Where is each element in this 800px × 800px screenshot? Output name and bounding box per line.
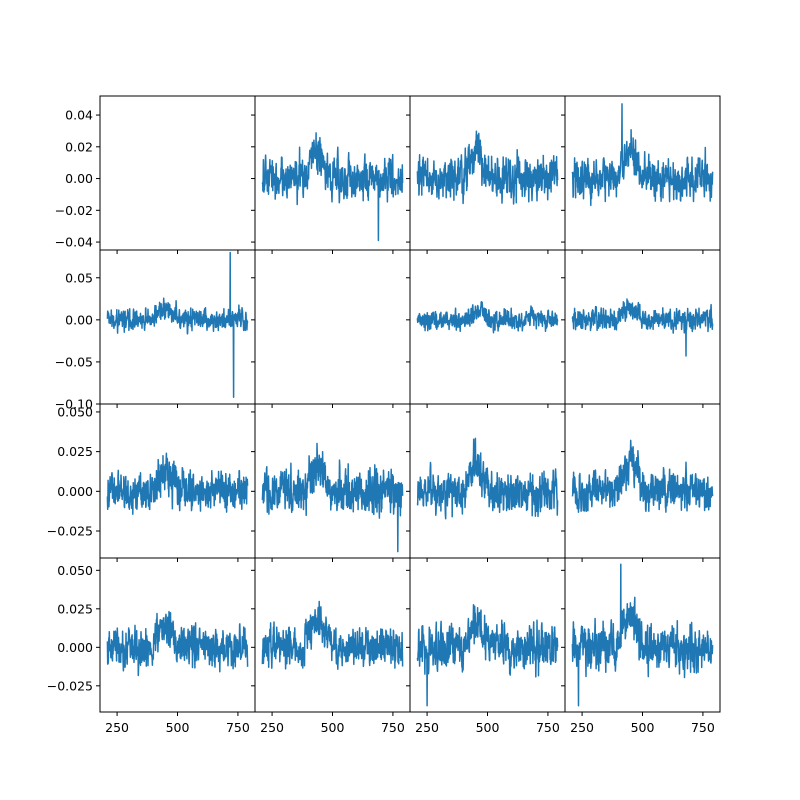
x-tick-label: 750 <box>226 720 250 735</box>
y-tick-label: −0.02 <box>55 203 93 218</box>
x-tick-label: 750 <box>691 720 715 735</box>
x-tick-label: 500 <box>321 720 345 735</box>
y-tick-label: 0.02 <box>65 139 93 154</box>
series-line-r2-c0 <box>106 452 249 516</box>
panels-layer <box>96 95 721 716</box>
series-line-r2-c1 <box>261 442 404 553</box>
y-tick-label: −0.10 <box>55 397 93 412</box>
y-tick-label: 0.025 <box>57 601 93 616</box>
series-line-r1-c2 <box>416 301 559 334</box>
series-line-r1-c3 <box>571 298 714 357</box>
x-tick-label: 250 <box>105 720 129 735</box>
series-line-r0-c1 <box>261 132 404 242</box>
subplot-r3-c0 <box>96 557 256 716</box>
y-tick-label: −0.025 <box>47 678 93 693</box>
y-tick-label: 0.00 <box>65 171 93 186</box>
x-tick-label: 500 <box>631 720 655 735</box>
y-tick-label: 0.000 <box>57 640 93 655</box>
x-tick-label: 250 <box>260 720 284 735</box>
series-line-r3-c2 <box>416 603 559 707</box>
axis-labels-layer: −0.04 −0.02 0.00 0.02 0.04 −0.10 −0.05 0.00 0.05… <box>47 108 715 735</box>
y-tick-label: −0.04 <box>55 235 93 250</box>
series-line-r3-c3 <box>571 563 714 707</box>
x-tick-label: 250 <box>415 720 439 735</box>
y-tick-label: 0.00 <box>65 312 93 327</box>
series-line-r3-c1 <box>261 600 404 670</box>
x-tick-label: 250 <box>570 720 594 735</box>
y-tick-label: 0.050 <box>57 563 93 578</box>
series-line-r1-c0 <box>106 251 249 399</box>
x-tick-label: 750 <box>381 720 405 735</box>
series-line-r0-c2 <box>416 130 559 205</box>
x-tick-label: 750 <box>536 720 560 735</box>
subplot-r3-c3 <box>561 557 721 716</box>
x-tick-label: 500 <box>166 720 190 735</box>
y-tick-label: −0.05 <box>55 354 93 369</box>
y-tick-label: 0.05 <box>65 270 93 285</box>
series-line-r2-c3 <box>571 439 714 513</box>
y-tick-label: 0.04 <box>65 108 93 123</box>
x-tick-label: 500 <box>476 720 500 735</box>
series-line-r3-c0 <box>106 610 249 677</box>
y-tick-label: 0.000 <box>57 484 93 499</box>
y-tick-label: −0.025 <box>47 524 93 539</box>
series-line-r0-c3 <box>571 103 714 207</box>
y-tick-label: 0.050 <box>57 404 93 419</box>
y-tick-label: 0.025 <box>57 444 93 459</box>
series-line-r2-c2 <box>416 437 559 520</box>
